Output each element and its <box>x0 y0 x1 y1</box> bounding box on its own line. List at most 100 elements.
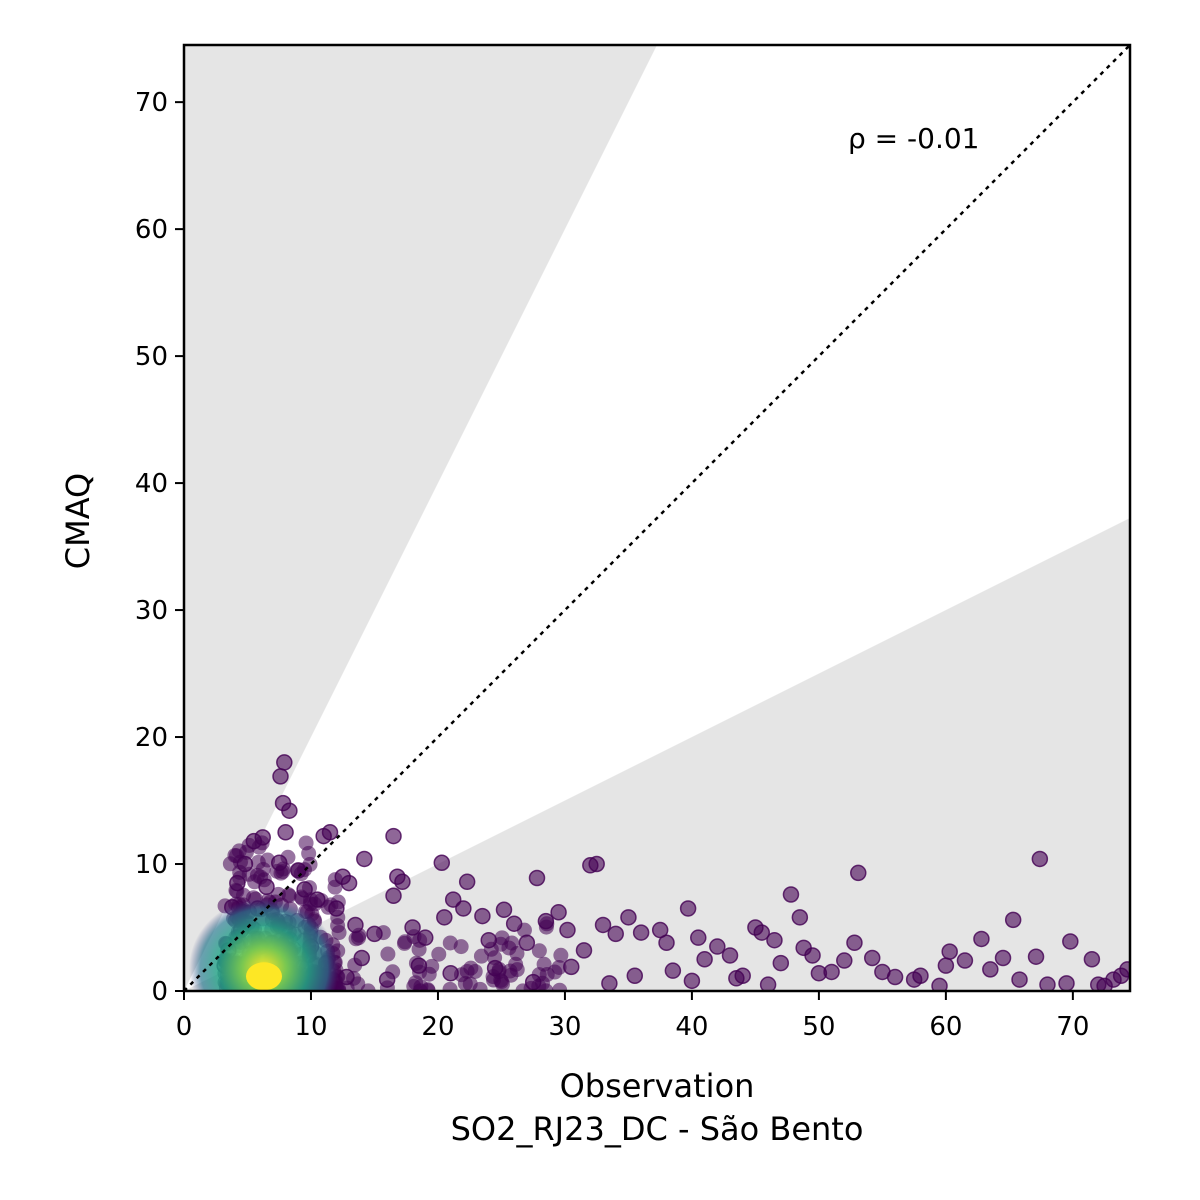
scatter-point <box>495 901 513 918</box>
scatter-point <box>385 827 402 845</box>
scatter-point <box>528 869 546 887</box>
cluster-point <box>351 927 367 943</box>
scatter-point <box>658 934 675 951</box>
shaded-region-upper <box>184 45 657 991</box>
scatter-point <box>620 909 637 926</box>
scatter-point <box>436 909 453 926</box>
scatter-point <box>912 967 929 985</box>
cluster-point <box>254 835 270 851</box>
scatter-point <box>994 949 1012 967</box>
cluster-point <box>339 980 355 991</box>
cluster-point <box>536 956 552 972</box>
scatter-point <box>601 975 618 991</box>
y-tick-label: 0 <box>151 977 168 1007</box>
cluster-point <box>412 964 428 980</box>
density-core-glow <box>189 898 339 991</box>
cluster-point <box>463 960 479 976</box>
cluster-point <box>442 981 458 991</box>
scatter-point <box>766 931 783 949</box>
scatter-point <box>356 850 373 868</box>
x-tick-label: 10 <box>294 1012 327 1042</box>
scatter-point <box>804 947 821 964</box>
scatter-point <box>321 824 339 841</box>
scatter-point <box>1062 933 1079 950</box>
cluster-point <box>431 946 447 962</box>
scatter-point <box>1119 961 1130 978</box>
scatter-point <box>455 900 472 917</box>
scatter-point <box>759 976 777 991</box>
scatter-point <box>937 957 955 974</box>
y-tick-label: 30 <box>135 596 168 626</box>
cluster-point <box>502 963 518 979</box>
x-tick-label: 30 <box>548 1012 581 1042</box>
scatter-point <box>1083 951 1101 968</box>
scatter-point <box>931 977 948 991</box>
scatter-point <box>1011 971 1028 988</box>
scatter-point <box>846 934 863 951</box>
scatter-point <box>607 925 624 943</box>
x-tick-label: 70 <box>1056 1012 1089 1042</box>
scatter-point <box>1058 975 1075 991</box>
cluster-point <box>280 849 296 865</box>
scatter-point <box>550 904 567 921</box>
y-tick-label: 20 <box>135 723 168 753</box>
scatter-point <box>850 864 867 882</box>
cluster-point <box>347 957 363 973</box>
scatter-point <box>1027 948 1045 965</box>
cluster-point <box>552 982 568 991</box>
scatter-point <box>791 909 809 926</box>
plot-frame <box>182 43 1132 993</box>
cluster-point <box>553 947 569 963</box>
scatter-point <box>281 802 298 819</box>
cluster-point <box>331 925 347 941</box>
x-tick-label: 20 <box>421 1012 454 1042</box>
cluster-point <box>227 847 243 863</box>
cluster-point <box>235 887 251 903</box>
cluster-point <box>397 934 413 950</box>
x-tick-label: 40 <box>675 1012 708 1042</box>
scatter-point <box>575 942 593 959</box>
cluster-point <box>385 964 401 980</box>
cluster-point <box>473 948 489 964</box>
cluster-point <box>487 950 503 966</box>
cluster-point <box>501 940 517 956</box>
y-axis-label: CMAQ <box>59 473 97 569</box>
cluster-point <box>260 852 276 868</box>
cluster-point <box>301 880 317 896</box>
cluster-point <box>379 980 395 991</box>
y-axis: 0 10 20 30 40 50 60 70 <box>135 88 184 1007</box>
cluster-point <box>442 935 458 951</box>
cluster-point <box>241 837 257 853</box>
scatter-point <box>863 949 881 967</box>
y-tick-label: 40 <box>135 469 168 499</box>
y-tick-label: 50 <box>135 342 168 372</box>
x-axis-label: Observation <box>560 1067 755 1105</box>
scatter-point <box>394 873 411 891</box>
scatter-point <box>982 961 999 978</box>
cluster-point <box>412 932 428 948</box>
scatter-point <box>683 972 701 990</box>
cluster-point <box>323 897 339 913</box>
x-axis: 0 10 20 30 40 50 60 70 <box>176 991 1089 1042</box>
scatter-point <box>973 930 990 948</box>
scatter-point <box>1004 911 1022 929</box>
scatter-point <box>340 874 358 892</box>
cluster-point <box>380 946 396 962</box>
cluster-point <box>375 925 391 941</box>
cluster-point <box>413 979 429 991</box>
cluster-point <box>551 959 567 975</box>
x-tick-label: 50 <box>802 1012 835 1042</box>
scatter-point <box>941 943 958 960</box>
shaded-region-lower <box>184 518 1130 991</box>
cluster-point <box>360 983 376 991</box>
scatter-point <box>823 963 840 981</box>
cluster-point <box>281 888 297 904</box>
scatter-point <box>632 924 650 941</box>
correlation-annotation: ρ = -0.01 <box>848 122 979 155</box>
cluster-point <box>486 972 502 988</box>
scatter-point <box>721 947 739 964</box>
scatter-point <box>1031 850 1049 868</box>
scatter-point <box>753 924 771 941</box>
scatter-point <box>474 907 491 925</box>
scatter-point <box>690 929 707 946</box>
